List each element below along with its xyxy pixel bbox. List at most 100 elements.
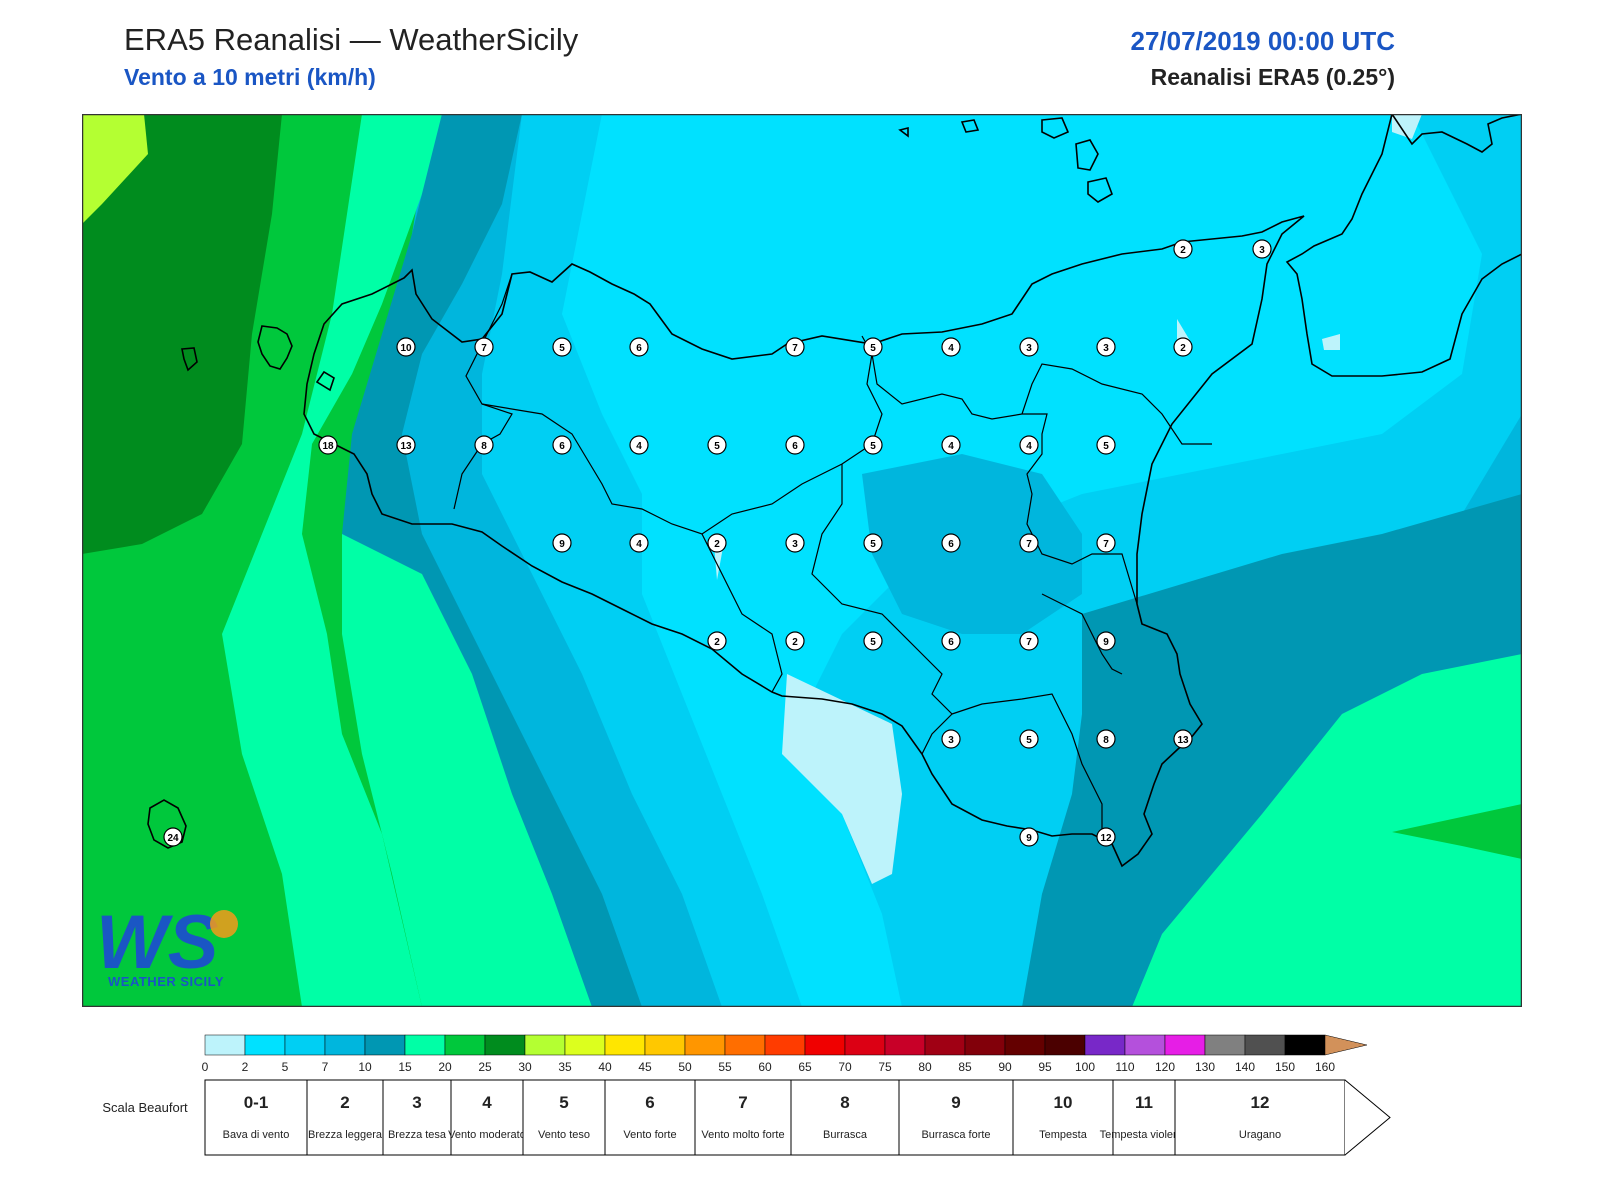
colorbar-swatch (1124, 1034, 1166, 1056)
station-marker-icon (941, 533, 961, 553)
wind-speed-label: 3 (948, 735, 954, 746)
border-pa-me-en (871, 353, 1138, 605)
station-marker-icon (474, 435, 494, 455)
wind-station: 3 (785, 533, 805, 553)
beaufort-cell-box (522, 1079, 606, 1156)
wind-station: 13 (396, 435, 416, 455)
colorbar-swatch (924, 1034, 966, 1056)
aeolian-alicudi (898, 126, 909, 138)
wind-speed-label: 7 (1026, 539, 1032, 550)
wind-station: 3 (1252, 239, 1272, 259)
colorbar-tick-label: 85 (958, 1060, 972, 1074)
wind-station: 7 (1019, 533, 1039, 553)
wind-station: 8 (474, 435, 494, 455)
colorbar-tick-label: 90 (998, 1060, 1012, 1074)
colorbar-tick-label: 75 (878, 1060, 892, 1074)
colorbar-tick-label: 30 (518, 1060, 532, 1074)
wind-station: 7 (1096, 533, 1116, 553)
wind-speed-label: 7 (1026, 637, 1032, 648)
colorbar-swatch (404, 1034, 446, 1056)
wind-station: 9 (1019, 827, 1039, 847)
border-ct-sr (1041, 593, 1123, 675)
marettimo (181, 347, 198, 372)
colorbar-swatch (284, 1034, 326, 1056)
beaufort-cell: 10 Tempesta (1012, 1079, 1114, 1156)
wind-station: 3 (1096, 337, 1116, 357)
band-15-20-se (1132, 654, 1522, 1007)
colorbar-tick-label: 70 (838, 1060, 852, 1074)
station-marker-icon (1019, 435, 1039, 455)
map-model: Reanalisi ERA5 (0.25°) (1150, 64, 1395, 90)
beaufort-number: 5 (559, 1093, 568, 1112)
colorbar-tick-label: 7 (322, 1060, 329, 1074)
beaufort-number: 4 (482, 1093, 492, 1112)
province-borders (453, 273, 1212, 834)
station-marker-icon (1019, 827, 1039, 847)
wind-station: 3 (941, 729, 961, 749)
wind-speed-label: 5 (870, 539, 876, 550)
beaufort-description: Tempesta violenta (1100, 1129, 1190, 1141)
wind-speed-label: 13 (1177, 735, 1189, 746)
colorbar-swatch (724, 1034, 766, 1056)
colorbar-tick-label: 50 (678, 1060, 692, 1074)
wind-station: 6 (941, 533, 961, 553)
colorbar-swatch (444, 1034, 486, 1056)
wind-station: 4 (629, 435, 649, 455)
colorbar-tick-label: 80 (918, 1060, 932, 1074)
beaufort-description: Burrasca forte (921, 1129, 990, 1141)
beaufort-cell-box (694, 1079, 792, 1156)
wind-speed-label: 2 (714, 637, 720, 648)
beaufort-number: 3 (412, 1093, 421, 1112)
colorbar-swatch (1164, 1034, 1206, 1056)
wind-speed-label: 5 (870, 343, 876, 354)
beaufort-scale: Scala Beaufort 0-1 Bava di vento 2 Brezza le… (102, 1079, 1391, 1156)
colorbar-tick-label: 65 (798, 1060, 812, 1074)
beaufort-cell: 2 Brezza leggera (306, 1079, 384, 1156)
wind-station: 6 (785, 435, 805, 455)
wind-speed-label: 12 (1100, 833, 1112, 844)
colorbar-swatch (204, 1034, 246, 1056)
wind-station: 2 (707, 631, 727, 651)
aeolian-filicudi (960, 119, 980, 133)
colorbar-tick-label: 40 (598, 1060, 612, 1074)
wind-station: 18 (318, 435, 338, 455)
beaufort-cell-box (898, 1079, 1014, 1156)
beaufort-cell-box (306, 1079, 384, 1156)
wind-station: 6 (629, 337, 649, 357)
colorbar-tick-label: 35 (558, 1060, 572, 1074)
wind-speed-label: 8 (481, 441, 487, 452)
colorbar-tick-label: 0 (202, 1060, 209, 1074)
colorbar-tick-label: 120 (1155, 1060, 1175, 1074)
wind-speed-label: 13 (400, 441, 412, 452)
beaufort-cell: 6 Vento forte (604, 1079, 696, 1156)
station-marker-icon (785, 337, 805, 357)
band-7-10-center (862, 454, 1082, 634)
station-marker-icon (1096, 729, 1116, 749)
map-subtitle: Vento a 10 metri (km/h) (124, 64, 376, 90)
station-marker-icon (707, 533, 727, 553)
border-tp-pa (453, 273, 513, 510)
wind-station: 12 (1096, 827, 1116, 847)
wind-station: 2 (1173, 239, 1193, 259)
station-marker-icon (707, 435, 727, 455)
wind-speed-label: 5 (559, 343, 565, 354)
wind-speed-label: 5 (714, 441, 720, 452)
station-marker-icon (1252, 239, 1272, 259)
wind-speed-label: 6 (948, 539, 954, 550)
band-15-20-sw (342, 534, 592, 1007)
beaufort-number: 9 (951, 1093, 960, 1112)
calabria-coast (1285, 114, 1522, 377)
beaufort-description: Uragano (1239, 1129, 1281, 1141)
logo-caption: WEATHER SICILY (108, 974, 225, 989)
colorbar-swatch (764, 1034, 806, 1056)
colorbar-tick-label: 150 (1275, 1060, 1295, 1074)
beaufort-cell-box (1012, 1079, 1114, 1156)
colorbar-tick-label: 45 (638, 1060, 652, 1074)
beaufort-description: Brezza tesa (388, 1129, 447, 1141)
beaufort-number: 11 (1135, 1093, 1153, 1112)
colorbar-swatch (1084, 1034, 1126, 1056)
wind-station: 7 (785, 337, 805, 357)
beaufort-cell-box (450, 1079, 524, 1156)
colorbar-swatch (964, 1034, 1006, 1056)
beaufort-number: 12 (1251, 1093, 1270, 1112)
